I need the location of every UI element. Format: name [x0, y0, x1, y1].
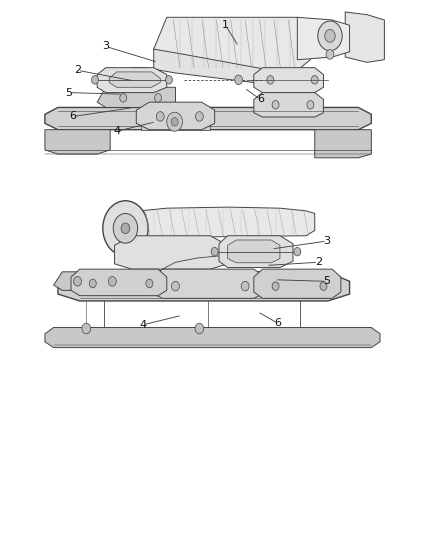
Polygon shape [115, 236, 228, 269]
Polygon shape [123, 49, 306, 86]
Circle shape [211, 247, 218, 256]
Circle shape [146, 279, 153, 288]
Polygon shape [45, 108, 371, 130]
Circle shape [120, 94, 127, 102]
Polygon shape [97, 87, 176, 108]
Circle shape [103, 201, 148, 256]
Text: 4: 4 [113, 126, 120, 136]
Polygon shape [141, 108, 210, 130]
Polygon shape [315, 130, 371, 158]
Polygon shape [345, 12, 385, 62]
Polygon shape [254, 68, 323, 93]
Polygon shape [297, 17, 350, 60]
Circle shape [272, 101, 279, 109]
Circle shape [318, 21, 342, 51]
Circle shape [156, 112, 164, 121]
Polygon shape [254, 93, 323, 117]
Circle shape [311, 76, 318, 84]
Circle shape [167, 112, 183, 131]
Circle shape [195, 112, 203, 121]
Circle shape [235, 75, 243, 85]
Circle shape [267, 76, 274, 84]
Polygon shape [254, 269, 341, 298]
Circle shape [171, 117, 178, 126]
Text: 6: 6 [70, 111, 77, 122]
Circle shape [325, 29, 335, 42]
Circle shape [272, 282, 279, 290]
Polygon shape [71, 269, 167, 296]
Text: 3: 3 [323, 236, 330, 246]
Text: 5: 5 [323, 276, 330, 286]
Text: 2: 2 [74, 66, 81, 75]
Circle shape [166, 76, 173, 84]
Circle shape [82, 323, 91, 334]
Circle shape [326, 50, 334, 59]
Circle shape [155, 94, 162, 102]
Circle shape [121, 223, 130, 233]
Circle shape [109, 277, 116, 286]
Circle shape [172, 281, 180, 291]
Circle shape [74, 277, 81, 286]
Polygon shape [97, 68, 167, 93]
Polygon shape [53, 272, 123, 290]
Polygon shape [136, 102, 215, 130]
Text: 3: 3 [102, 42, 110, 52]
Text: 6: 6 [257, 94, 264, 104]
Circle shape [195, 323, 204, 334]
Polygon shape [219, 236, 293, 268]
Polygon shape [110, 72, 160, 87]
Polygon shape [132, 207, 315, 237]
Circle shape [241, 281, 249, 291]
Circle shape [294, 247, 301, 256]
Polygon shape [45, 327, 380, 348]
Polygon shape [45, 130, 110, 154]
Circle shape [113, 214, 138, 243]
Text: 4: 4 [139, 320, 146, 330]
Polygon shape [228, 240, 280, 263]
Circle shape [307, 101, 314, 109]
Circle shape [320, 282, 327, 290]
Circle shape [89, 279, 96, 288]
Polygon shape [154, 17, 311, 70]
Circle shape [92, 76, 99, 84]
Polygon shape [149, 269, 267, 298]
Polygon shape [58, 272, 350, 301]
Text: 1: 1 [222, 20, 229, 30]
Text: 5: 5 [65, 87, 72, 98]
Text: 2: 2 [314, 257, 322, 267]
Text: 6: 6 [274, 318, 281, 328]
